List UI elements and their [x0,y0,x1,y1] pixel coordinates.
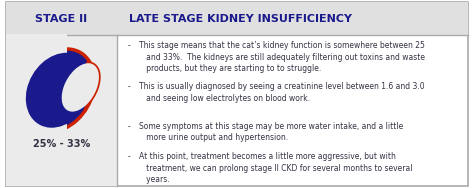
FancyBboxPatch shape [6,35,117,186]
Text: STAGE II: STAGE II [36,14,87,24]
Text: -: - [128,122,131,131]
Text: At this point, treatment becomes a little more aggressive, but with
   treatment: At this point, treatment becomes a littl… [139,152,412,184]
Text: This is usually diagnosed by seeing a creatinine level between 1.6 and 3.0
   an: This is usually diagnosed by seeing a cr… [139,82,425,103]
Text: Some symptoms at this stage may be more water intake, and a little
   more urine: Some symptoms at this stage may be more … [139,122,403,143]
FancyBboxPatch shape [6,2,468,186]
FancyBboxPatch shape [6,34,67,137]
Text: This stage means that the cat’s kidney function is somewhere between 25
   and 3: This stage means that the cat’s kidney f… [139,41,425,73]
FancyBboxPatch shape [6,2,468,35]
Text: 25% - 33%: 25% - 33% [33,139,90,149]
Text: -: - [128,82,131,91]
Text: -: - [128,41,131,50]
Ellipse shape [62,63,99,112]
Ellipse shape [23,49,95,131]
Ellipse shape [62,63,99,112]
Text: LATE STAGE KIDNEY INSUFFICIENCY: LATE STAGE KIDNEY INSUFFICIENCY [129,14,352,24]
Text: -: - [128,152,131,161]
Ellipse shape [26,53,92,128]
